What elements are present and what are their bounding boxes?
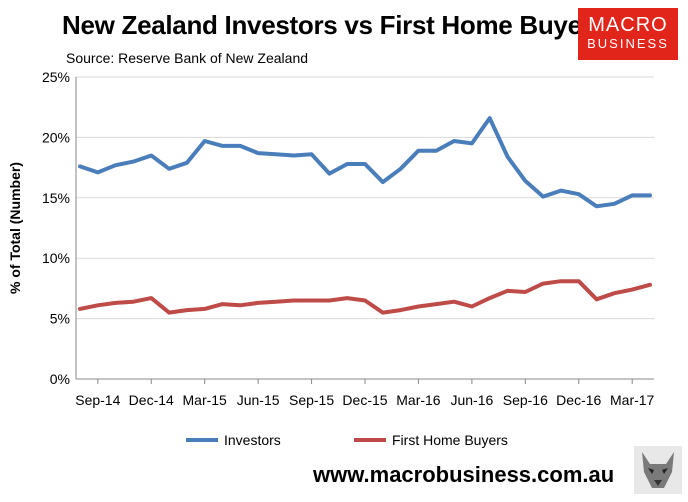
series-lines (78, 116, 652, 315)
series-line-investors (78, 116, 652, 209)
axes (75, 77, 654, 384)
y-axis-label: % of Total (Number) (7, 162, 23, 294)
x-tick-label: Jun-15 (237, 392, 280, 408)
x-tick-labels: Sep-14 Dec-14 Mar-15 Jun-15 Sep-15 Dec-15 Mar-… (75, 392, 654, 408)
y-tick-label: 5% (50, 311, 70, 327)
logo-line-business: BUSINESS (587, 36, 669, 51)
x-tick-label: Dec-16 (556, 392, 601, 408)
x-tick-label: Mar-16 (396, 392, 441, 408)
x-tick-label: Sep-14 (75, 392, 120, 408)
legend: Investors First Home Buyers (186, 432, 508, 448)
y-tick-label: 0% (50, 371, 70, 387)
y-tick-label: 10% (42, 250, 70, 266)
grid-lines (76, 76, 654, 320)
website-url: www.macrobusiness.com.au (313, 462, 615, 487)
legend-label: Investors (224, 432, 281, 448)
x-tick-label: Dec-14 (129, 392, 174, 408)
chart-title: New Zealand Investors vs First Home Buye… (62, 10, 606, 40)
series-line-first-home-buyers (78, 279, 652, 315)
x-tick-label: Sep-16 (503, 392, 548, 408)
x-tick-label: Dec-15 (342, 392, 387, 408)
wolf-logo-icon (634, 446, 682, 494)
logo-line-macro: MACRO (588, 14, 668, 36)
x-tick-label: Mar-15 (183, 392, 228, 408)
y-tick-label: 20% (42, 129, 70, 145)
y-tick-labels: 0% 5% 10% 15% 20% 25% (42, 69, 70, 387)
y-tick-label: 25% (42, 69, 70, 85)
x-tick-label: Sep-15 (289, 392, 334, 408)
legend-label: First Home Buyers (392, 432, 508, 448)
macrobusiness-logo: MACRO BUSINESS (578, 8, 678, 60)
y-tick-label: 15% (42, 190, 70, 206)
chart-source: Source: Reserve Bank of New Zealand (66, 50, 309, 66)
x-tick-label: Mar-17 (610, 392, 655, 408)
x-tick-label: Jun-16 (450, 392, 493, 408)
